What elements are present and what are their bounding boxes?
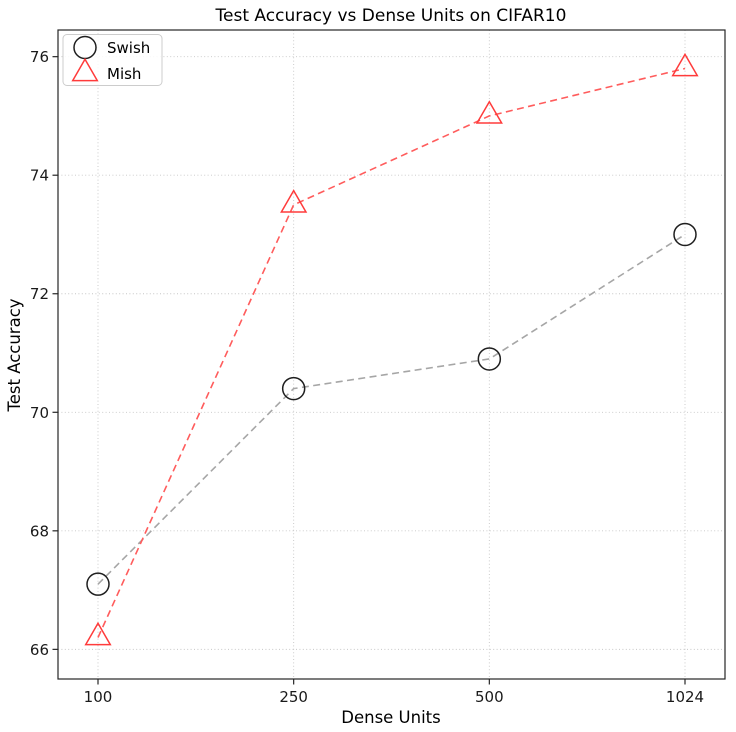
marker-mish-250 <box>280 189 308 213</box>
legend-label-swish: Swish <box>107 39 150 57</box>
marker-swish-100 <box>86 572 110 596</box>
x-tick-label: 1024 <box>666 688 704 706</box>
y-tick-label: 70 <box>30 404 49 422</box>
legend-marker-mish <box>71 57 99 82</box>
y-axis-label: Test Accuracy <box>5 298 24 412</box>
legend-label-mish: Mish <box>107 65 141 83</box>
y-tick-label: 76 <box>30 48 49 66</box>
legend: Swish Mish <box>62 34 163 86</box>
plot-area <box>58 30 725 679</box>
axes-spines <box>57 29 726 680</box>
series-line-mish <box>97 67 686 638</box>
chart-title: Test Accuracy vs Dense Units on CIFAR10 <box>215 6 567 26</box>
x-tick-label: 500 <box>475 688 504 706</box>
y-tick-label: 74 <box>30 167 49 185</box>
gridlines <box>58 30 725 679</box>
marker-swish-1024 <box>673 222 697 247</box>
marker-mish-100 <box>84 621 112 646</box>
y-tick-label: 66 <box>30 641 49 659</box>
marker-mish-500 <box>475 100 503 124</box>
data-series <box>84 52 699 646</box>
axis-ticks: 100 250 500 1024 66 68 70 72 74 76 <box>30 48 704 706</box>
marker-mish-1024 <box>671 52 699 77</box>
y-tick-label: 68 <box>30 522 49 540</box>
legend-box <box>62 34 163 86</box>
marker-swish-250 <box>281 376 306 401</box>
x-axis-label: Dense Units <box>341 708 441 727</box>
series-line-swish <box>97 233 686 585</box>
marker-swish-500 <box>477 347 502 371</box>
x-tick-label: 250 <box>279 688 308 706</box>
x-tick-label: 100 <box>84 688 113 706</box>
y-tick-label: 72 <box>30 285 49 303</box>
